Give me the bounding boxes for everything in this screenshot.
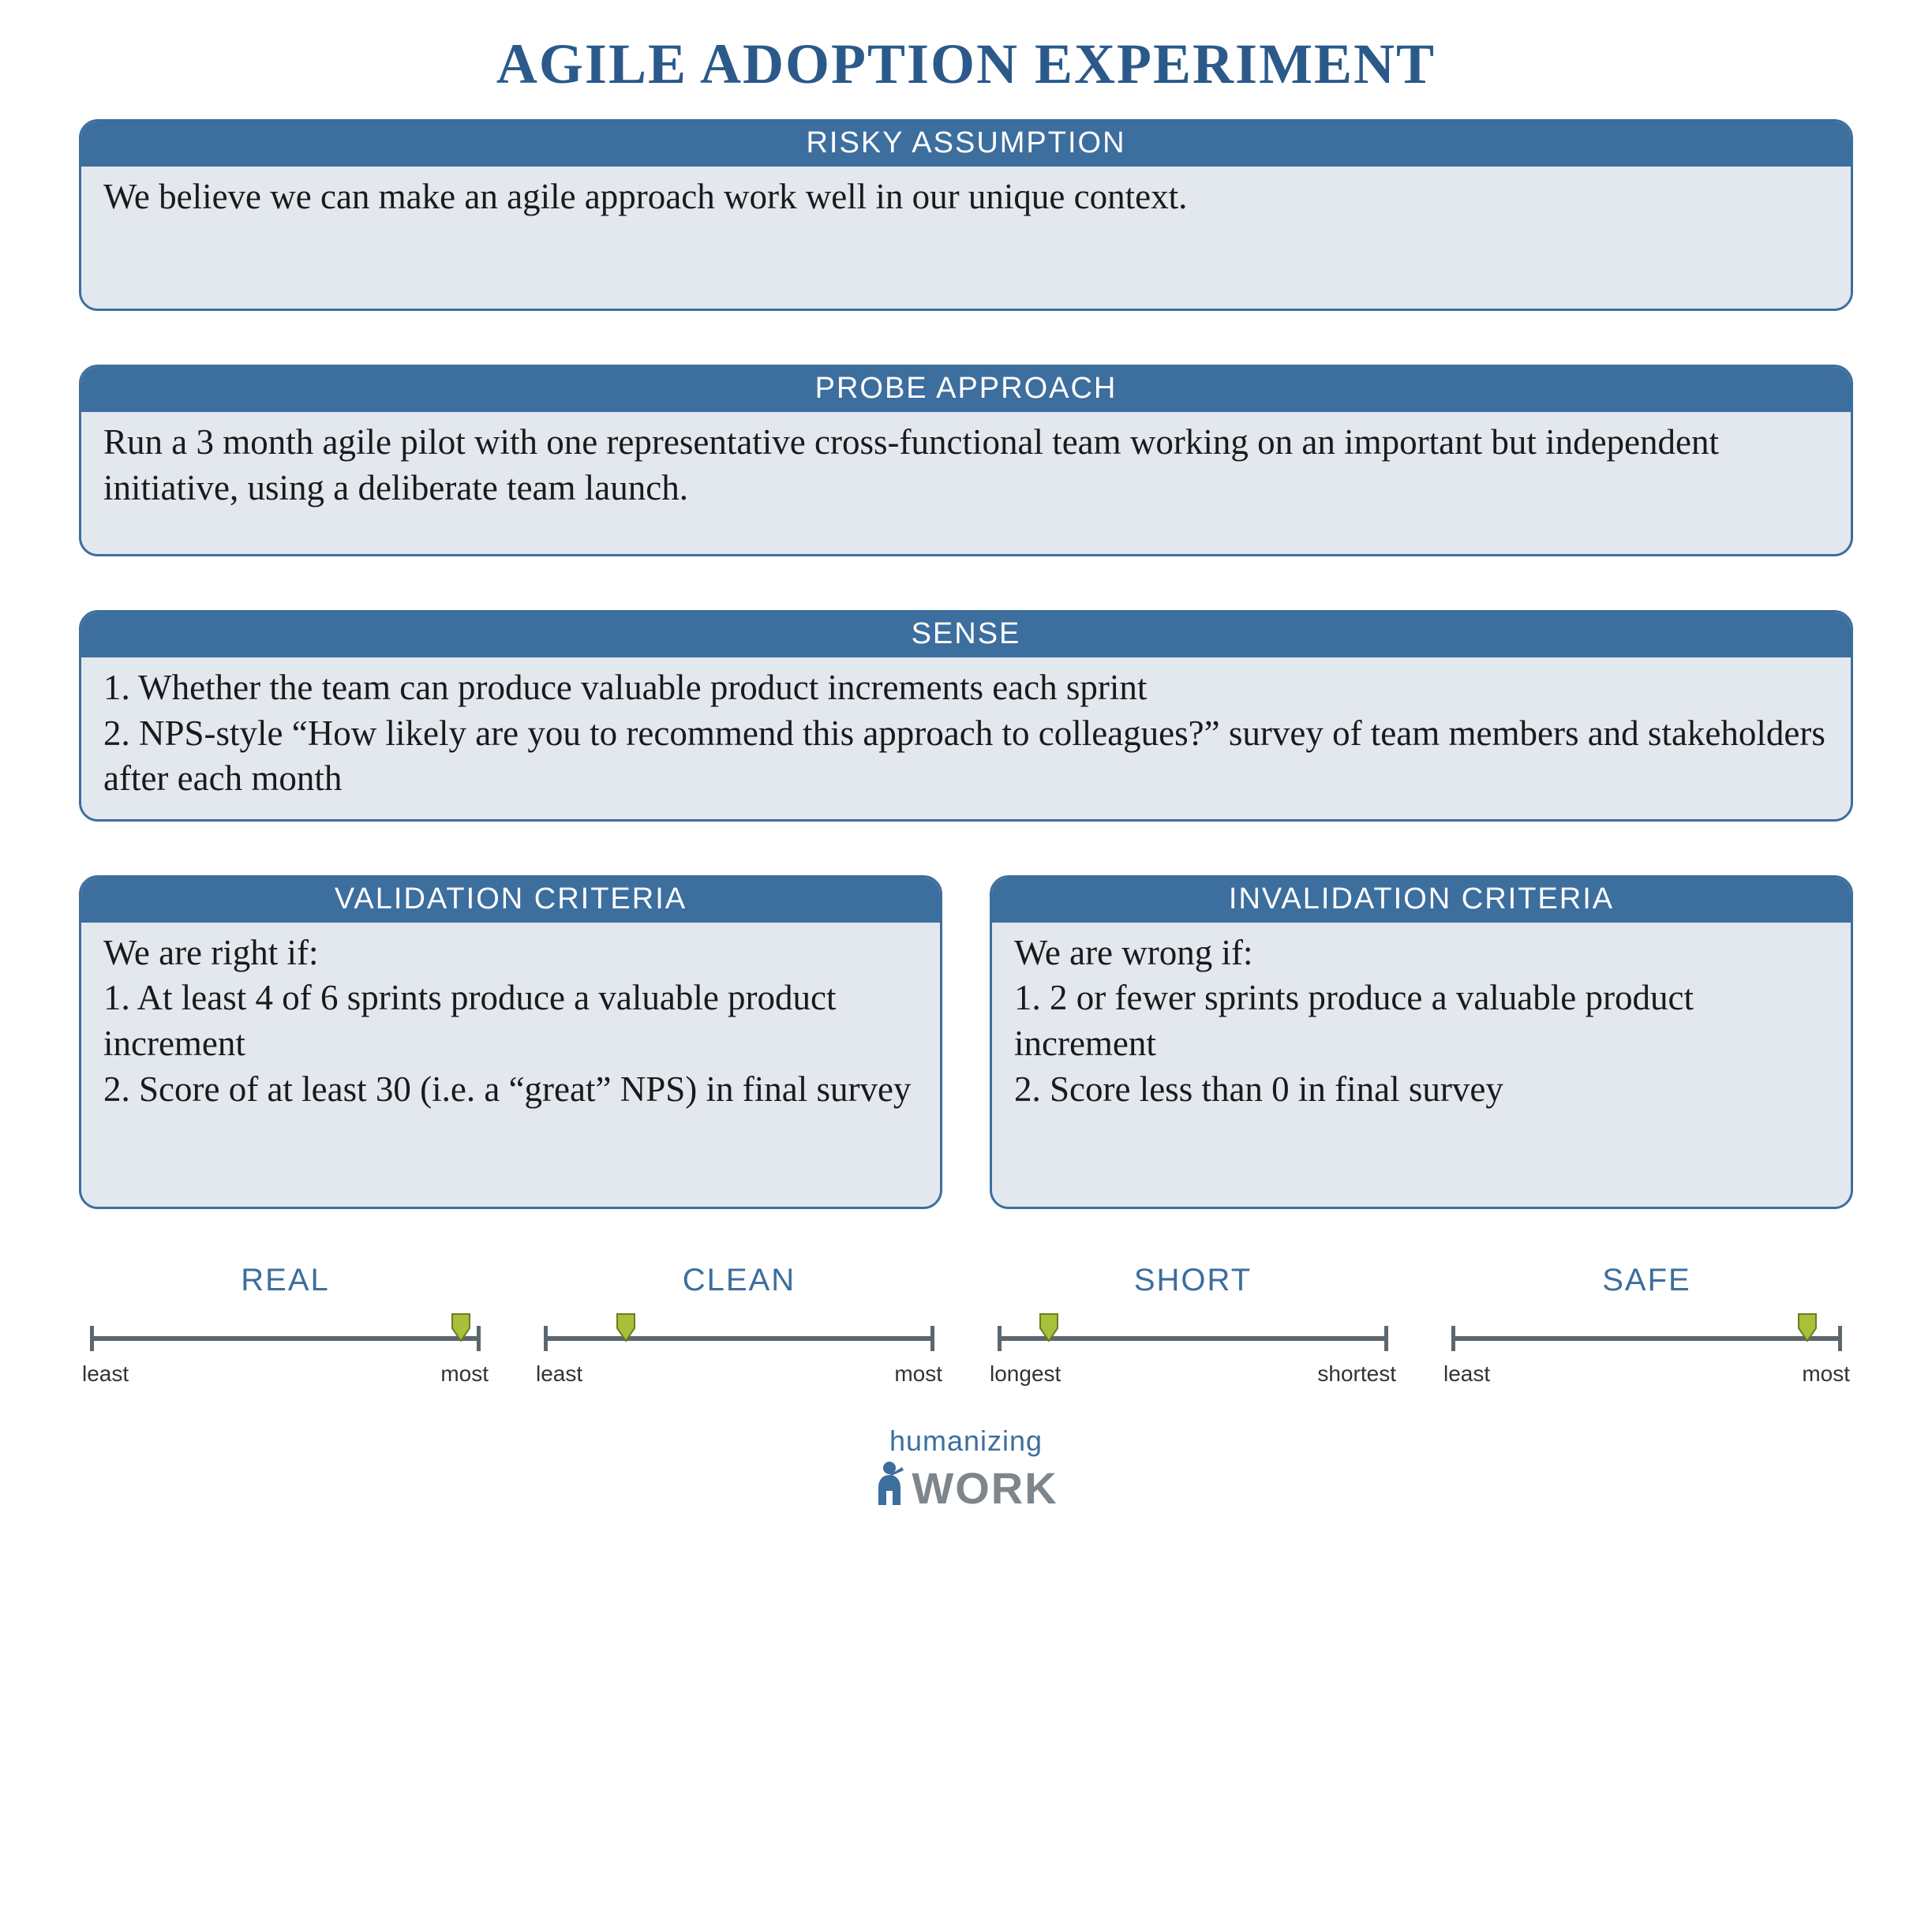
card-body-probe: Run a 3 month agile pilot with one repre… bbox=[81, 412, 1851, 554]
scale-track bbox=[82, 1314, 489, 1361]
card-body-risky: We believe we can make an agile approach… bbox=[81, 167, 1851, 309]
card-header-invalidation: INVALIDATION CRITERIA bbox=[992, 878, 1851, 923]
scale-left-label: longest bbox=[990, 1361, 1061, 1387]
scale-safe: SAFE least most bbox=[1443, 1263, 1850, 1387]
card-header-sense: SENSE bbox=[81, 612, 1851, 657]
card-sense: SENSE 1. Whether the team can produce va… bbox=[79, 610, 1853, 822]
card-header-risky: RISKY ASSUMPTION bbox=[81, 122, 1851, 167]
scale-track bbox=[536, 1314, 942, 1361]
card-validation: VALIDATION CRITERIA We are right if:1. A… bbox=[79, 875, 942, 1209]
scale-left-label: least bbox=[536, 1361, 582, 1387]
footer-top-text: humanizing bbox=[79, 1425, 1853, 1458]
scale-real: REAL least most bbox=[82, 1263, 489, 1387]
card-header-probe: PROBE APPROACH bbox=[81, 367, 1851, 412]
card-body-sense: 1. Whether the team can produce valuable… bbox=[81, 657, 1851, 819]
scale-short: SHORT longest shortest bbox=[990, 1263, 1396, 1387]
card-probe-approach: PROBE APPROACH Run a 3 month agile pilot… bbox=[79, 365, 1853, 556]
footer-bottom-text: WORK bbox=[874, 1458, 1058, 1508]
footer-word: WORK bbox=[912, 1469, 1058, 1508]
scale-title: SHORT bbox=[1134, 1263, 1252, 1298]
scale-track bbox=[1443, 1314, 1850, 1361]
scale-left-label: least bbox=[1443, 1361, 1490, 1387]
card-header-validation: VALIDATION CRITERIA bbox=[81, 878, 940, 923]
scale-title: SAFE bbox=[1602, 1263, 1690, 1298]
footer-logo: humanizing WORK bbox=[79, 1425, 1853, 1508]
scale-left-label: least bbox=[82, 1361, 129, 1387]
scale-right-label: most bbox=[1802, 1361, 1850, 1387]
scale-right-label: shortest bbox=[1317, 1361, 1396, 1387]
scale-clean: CLEAN least most bbox=[536, 1263, 942, 1387]
scale-title: CLEAN bbox=[683, 1263, 796, 1298]
scales-row: REAL least most CLEAN least most SHORT bbox=[79, 1263, 1853, 1387]
page-title: AGILE ADOPTION EXPERIMENT bbox=[79, 32, 1853, 97]
card-risky-assumption: RISKY ASSUMPTION We believe we can make … bbox=[79, 119, 1853, 311]
card-invalidation: INVALIDATION CRITERIA We are wrong if:1.… bbox=[990, 875, 1853, 1209]
scale-right-label: most bbox=[894, 1361, 942, 1387]
card-body-invalidation: We are wrong if:1. 2 or fewer sprints pr… bbox=[992, 923, 1851, 1207]
person-icon bbox=[874, 1461, 908, 1511]
scale-track bbox=[990, 1314, 1396, 1361]
card-body-validation: We are right if:1. At least 4 of 6 sprin… bbox=[81, 923, 940, 1207]
scale-title: REAL bbox=[241, 1263, 330, 1298]
scale-right-label: most bbox=[440, 1361, 489, 1387]
